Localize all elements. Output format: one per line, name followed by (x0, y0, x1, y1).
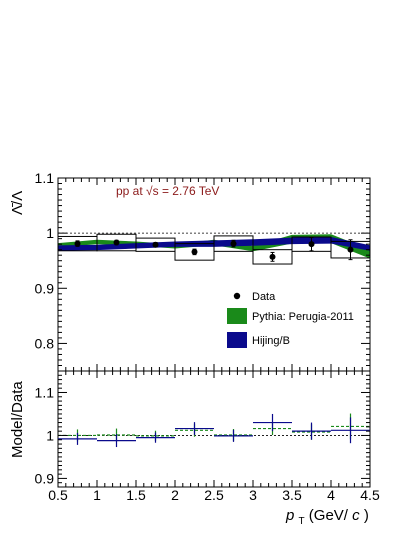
legend-label-data: Data (252, 291, 276, 303)
x-tick-label: 4 (327, 487, 335, 503)
legend-data-marker (233, 292, 241, 300)
bottom-y-tick-label: 0.9 (35, 470, 55, 486)
top-y-tick-label: 0.9 (35, 280, 55, 296)
x-axis-title-close: ) (364, 507, 369, 524)
top-plot-frame (57, 177, 371, 372)
top-y-tick-label: 1.1 (35, 170, 55, 186)
legend-label-pythia: Pythia: Perugia-2011 (252, 311, 354, 323)
data-sys-box (213, 235, 254, 252)
data-sys-box (174, 243, 215, 261)
x-axis-title-p: p (285, 507, 294, 524)
legend-label-hijing: Hijing/B (252, 335, 290, 347)
x-tick-label: 1.5 (126, 487, 146, 503)
collision-annotation: pp at √s = 2.76 TeV (116, 184, 219, 198)
bottom-y-axis-title: Model/Data (9, 381, 26, 458)
top-y-tick-label: 1 (46, 225, 54, 241)
x-axis-title-unit: (GeV/ (309, 507, 349, 524)
data-point (74, 240, 81, 247)
data-point (308, 241, 315, 248)
x-axis-title-c: c (352, 507, 360, 524)
data-point (269, 253, 276, 260)
data-sys-box (252, 249, 293, 265)
bottom-panel: 0.5 1 1.5 2 2.5 3 3.5 4 4.5 0.9 1 1.1 Model/Data (9, 370, 380, 503)
data-point (347, 246, 354, 253)
bottom-y-tick-label: 1.1 (35, 384, 55, 400)
data-point (152, 241, 159, 248)
data-point (191, 248, 198, 255)
x-tick-label: 2 (171, 487, 179, 503)
x-axis-title: p T (GeV/ c ) (285, 507, 369, 528)
legend-hijing-swatch (227, 332, 247, 348)
data-point (113, 239, 120, 246)
x-tick-label: 0.5 (48, 487, 68, 503)
legend: Data Pythia: Perugia-2011 Hijing/B (227, 291, 354, 348)
top-y-axis-title: Λ̄/Λ (9, 191, 26, 215)
x-tick-label: 2.5 (204, 487, 224, 503)
x-tick-label: 1 (93, 487, 101, 503)
x-axis-title-sub: T (299, 516, 305, 527)
data-point (230, 240, 237, 247)
top-y-tick-label: 0.8 (35, 335, 55, 351)
x-tick-label: 3.5 (282, 487, 302, 503)
legend-pythia-swatch (227, 308, 247, 324)
bottom-y-tick-label: 1 (46, 427, 54, 443)
top-panel: 0.8 0.9 1 1.1 pp at √s = 2.76 TeV Data Pyth… (9, 170, 371, 372)
x-tick-label: 3 (249, 487, 257, 503)
x-tick-label: 4.5 (360, 487, 380, 503)
